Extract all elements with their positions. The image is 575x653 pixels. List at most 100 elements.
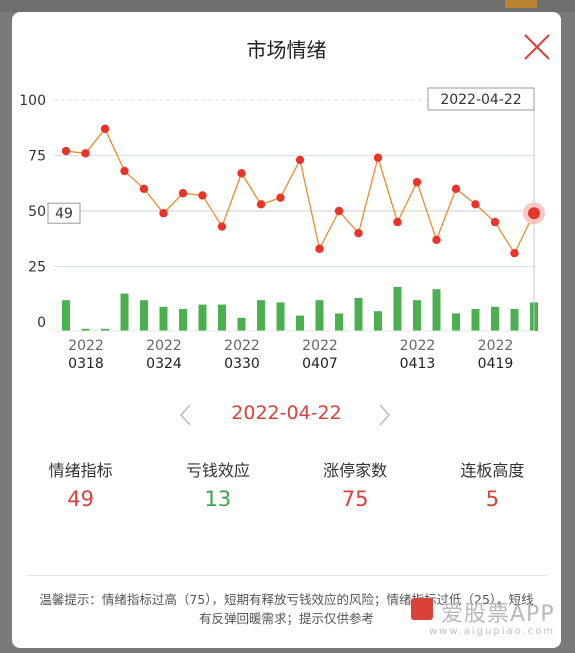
loss-effect-bar xyxy=(140,300,148,331)
sentiment-chart[interactable]: 100 75 50 25 0 49 2022-04-22 2022 0318 2022 0324 20… xyxy=(12,12,561,392)
watermark: 爱股票APP www.aigupiao.com xyxy=(405,596,556,637)
y-tick-label: 100 xyxy=(19,93,46,109)
tip-text: 温馨提示：情绪指标过高（75），短期有释放亏钱效应的风险；情绪指标过低（25），… xyxy=(39,592,534,626)
loss-effect-bar xyxy=(432,289,441,331)
x-tick-date: 0419 xyxy=(478,356,514,372)
watermark-name: 爱股票APP xyxy=(441,602,555,627)
stat-consecutive-height: 连板高度 5 xyxy=(424,457,561,511)
x-tick-year: 2022 xyxy=(302,338,338,354)
x-tick-year: 2022 xyxy=(400,338,436,354)
loss-effect-bar xyxy=(393,287,402,331)
loss-effect-bar xyxy=(276,302,285,331)
y-tick-label: 0 xyxy=(37,315,46,331)
sentiment-point xyxy=(295,155,305,165)
loss-effect-bar xyxy=(335,313,343,331)
x-tick-date: 0324 xyxy=(146,356,182,372)
stat-value: 5 xyxy=(485,487,500,511)
market-sentiment-dialog: 市场情绪 100 75 50 25 0 49 2022-04-22 2022 0318 2022 0… xyxy=(12,12,561,648)
x-tick-date: 0318 xyxy=(68,356,104,372)
sentiment-point xyxy=(510,248,519,258)
stat-label: 涨停家数 xyxy=(323,461,388,480)
sentiment-point xyxy=(81,149,90,158)
stat-loss-effect: 亏钱效应 13 xyxy=(149,457,286,511)
loss-effect-bar xyxy=(159,306,168,331)
sentiment-point xyxy=(237,169,246,178)
sentiment-point xyxy=(315,244,324,253)
sentiment-point xyxy=(120,166,129,176)
sentiment-line xyxy=(65,127,535,255)
x-tick-date: 0330 xyxy=(224,356,260,372)
sentiment-point xyxy=(432,235,441,245)
sentiment-point xyxy=(61,146,71,156)
x-tick-year: 2022 xyxy=(146,338,182,354)
sentiment-point xyxy=(198,191,207,200)
selected-point xyxy=(528,207,540,220)
sentiment-point xyxy=(217,222,227,231)
stat-limit-up-count: 涨停家数 75 xyxy=(287,457,424,511)
value-label-box xyxy=(47,202,81,224)
stat-value: 75 xyxy=(341,487,369,511)
loss-effect-bar xyxy=(491,306,499,331)
loss-effect-bar xyxy=(198,304,207,331)
sentiment-point xyxy=(412,177,422,187)
selected-date-label: 2022-04-22 xyxy=(440,92,521,108)
stats-row: 情绪指标 49 亏钱效应 13 涨停家数 75 连板高度 5 xyxy=(12,457,561,511)
stat-label: 情绪指标 xyxy=(48,461,113,480)
loss-effect-bar xyxy=(120,293,129,331)
loss-effect-bar xyxy=(452,313,460,331)
close-icon[interactable] xyxy=(520,30,554,64)
sentiment-point xyxy=(334,206,344,216)
stat-sentiment-index: 情绪指标 49 xyxy=(12,457,149,511)
sentiment-point xyxy=(490,217,500,227)
watermark-url: www.aigupiao.com xyxy=(429,626,556,637)
loss-effect-bar xyxy=(413,300,421,331)
x-tick-date: 0413 xyxy=(400,356,436,372)
sentiment-point xyxy=(256,200,266,209)
background-app-strip xyxy=(0,0,575,12)
sentiment-point xyxy=(451,184,461,193)
stat-label: 连板高度 xyxy=(460,461,525,480)
prev-date-arrow-icon[interactable] xyxy=(176,402,196,428)
x-tick-year: 2022 xyxy=(68,338,104,354)
sentiment-point xyxy=(139,184,149,193)
sentiment-point xyxy=(276,193,285,202)
y-tick-label: 75 xyxy=(28,149,46,165)
loss-effect-bar xyxy=(471,309,480,331)
loss-effect-bar xyxy=(218,304,226,331)
sentiment-point xyxy=(393,217,402,227)
watermark-logo-icon xyxy=(411,598,433,620)
next-date-arrow-icon[interactable] xyxy=(374,402,394,428)
loss-effect-bar xyxy=(510,309,519,331)
stat-label: 亏钱效应 xyxy=(185,461,250,480)
loss-effect-bar xyxy=(257,300,265,331)
loss-effect-bar xyxy=(179,309,187,331)
sentiment-point xyxy=(159,209,168,218)
x-tick-year: 2022 xyxy=(224,338,260,354)
y-tick-label: 50 xyxy=(28,204,46,220)
sentiment-point xyxy=(100,124,110,134)
x-tick-year: 2022 xyxy=(478,338,514,354)
background-accent xyxy=(505,0,537,8)
current-date: 2022-04-22 xyxy=(231,402,342,424)
dialog-title: 市场情绪 xyxy=(246,38,327,62)
selected-value-label: 49 xyxy=(55,206,73,222)
loss-effect-bar xyxy=(374,311,382,331)
loss-effect-bar xyxy=(315,300,324,331)
loss-effect-bar xyxy=(101,328,109,331)
loss-effect-bar xyxy=(62,300,70,331)
stat-value: 13 xyxy=(204,487,232,511)
loss-effect-bar xyxy=(237,317,246,331)
date-label-box xyxy=(427,87,535,111)
x-tick-date: 0407 xyxy=(302,356,338,372)
sentiment-point xyxy=(471,200,480,209)
sentiment-point xyxy=(354,229,363,238)
loss-effect-bar xyxy=(81,328,90,331)
date-navigator: 2022-04-22 xyxy=(12,400,561,430)
stat-value: 49 xyxy=(67,487,94,511)
sentiment-point xyxy=(178,189,188,198)
divider xyxy=(27,575,546,576)
loss-effect-bar xyxy=(296,315,304,331)
loss-effect-bar xyxy=(354,298,363,331)
sentiment-point xyxy=(373,153,383,162)
y-tick-label: 25 xyxy=(28,260,46,276)
